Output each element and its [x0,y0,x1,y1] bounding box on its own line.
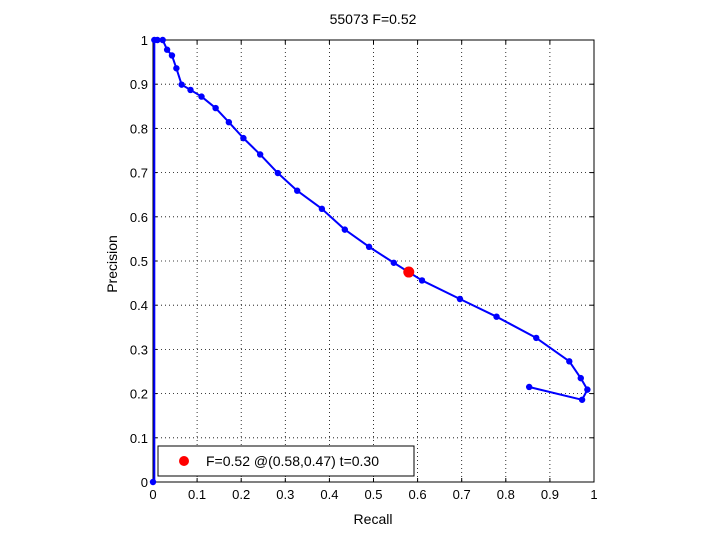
x-tick-label: 0.3 [276,487,294,502]
x-tick-label: 0 [149,487,156,502]
data-point [178,81,185,88]
y-tick-label: 0.1 [130,431,148,446]
x-tick-label: 0.2 [232,487,250,502]
data-point [418,277,426,284]
data-point [578,396,586,403]
grid-lines [153,40,594,482]
y-tick-label: 0.6 [130,210,148,225]
data-point [390,259,397,266]
x-tick-label: 0.7 [453,487,471,502]
data-point [256,151,264,158]
data-point [365,243,373,251]
y-tick-label: 0.7 [130,166,148,181]
legend: F=0.52 @(0.58,0.47) t=0.30 [157,445,415,477]
data-point [274,169,282,177]
data-point [294,187,301,194]
x-tick-label: 0.4 [320,487,338,502]
x-axis-label: Recall [354,511,393,527]
y-tick-label: 0 [141,475,148,490]
series-layer [149,36,591,486]
data-point [173,65,180,72]
y-tick-label: 1 [141,33,148,48]
x-tick-label: 0.8 [497,487,515,502]
y-tick-label: 0.4 [130,298,148,313]
data-point [187,86,194,94]
data-point [225,119,233,126]
legend-marker [179,456,189,466]
y-tick-label: 0.2 [130,387,148,402]
data-point [577,374,584,382]
x-tick-labels: 0 0.1 0.2 0.3 0.4 0.5 0.6 0.7 0.8 0.9 1 [149,487,597,502]
x-tick-label: 0.9 [541,487,559,502]
y-tick-label: 0.8 [130,121,148,136]
data-point [240,134,247,142]
y-tick-labels: 0 0.1 0.2 0.3 0.4 0.5 0.6 0.7 0.8 0.9 1 [130,33,148,490]
data-point [341,226,349,233]
data-point [533,334,540,342]
data-point [212,104,219,112]
x-tick-label: 1 [590,487,597,502]
data-point [163,46,171,53]
chart-title: 55073 F=0.52 [330,11,417,27]
legend-text: F=0.52 @(0.58,0.47) t=0.30 [206,453,379,469]
data-point [584,386,591,393]
best-f-point [403,266,415,278]
data-point [154,36,161,44]
data-point [493,313,500,320]
y-tick-label: 0.3 [130,342,148,357]
y-axis-label: Precision [104,235,120,293]
data-point [168,52,176,59]
data-point [525,383,533,391]
x-tick-label: 0.1 [188,487,206,502]
data-point [159,36,166,44]
series-line [154,39,589,401]
data-point [456,295,464,303]
data-point [149,478,157,486]
data-point [318,205,326,213]
legend-box [157,445,415,477]
y-tick-label: 0.9 [130,77,148,92]
x-tick-label: 0.6 [409,487,427,502]
data-point [566,358,573,365]
x-tick-label: 0.5 [364,487,382,502]
y-tick-label: 0.5 [130,254,148,269]
data-point [198,93,205,100]
